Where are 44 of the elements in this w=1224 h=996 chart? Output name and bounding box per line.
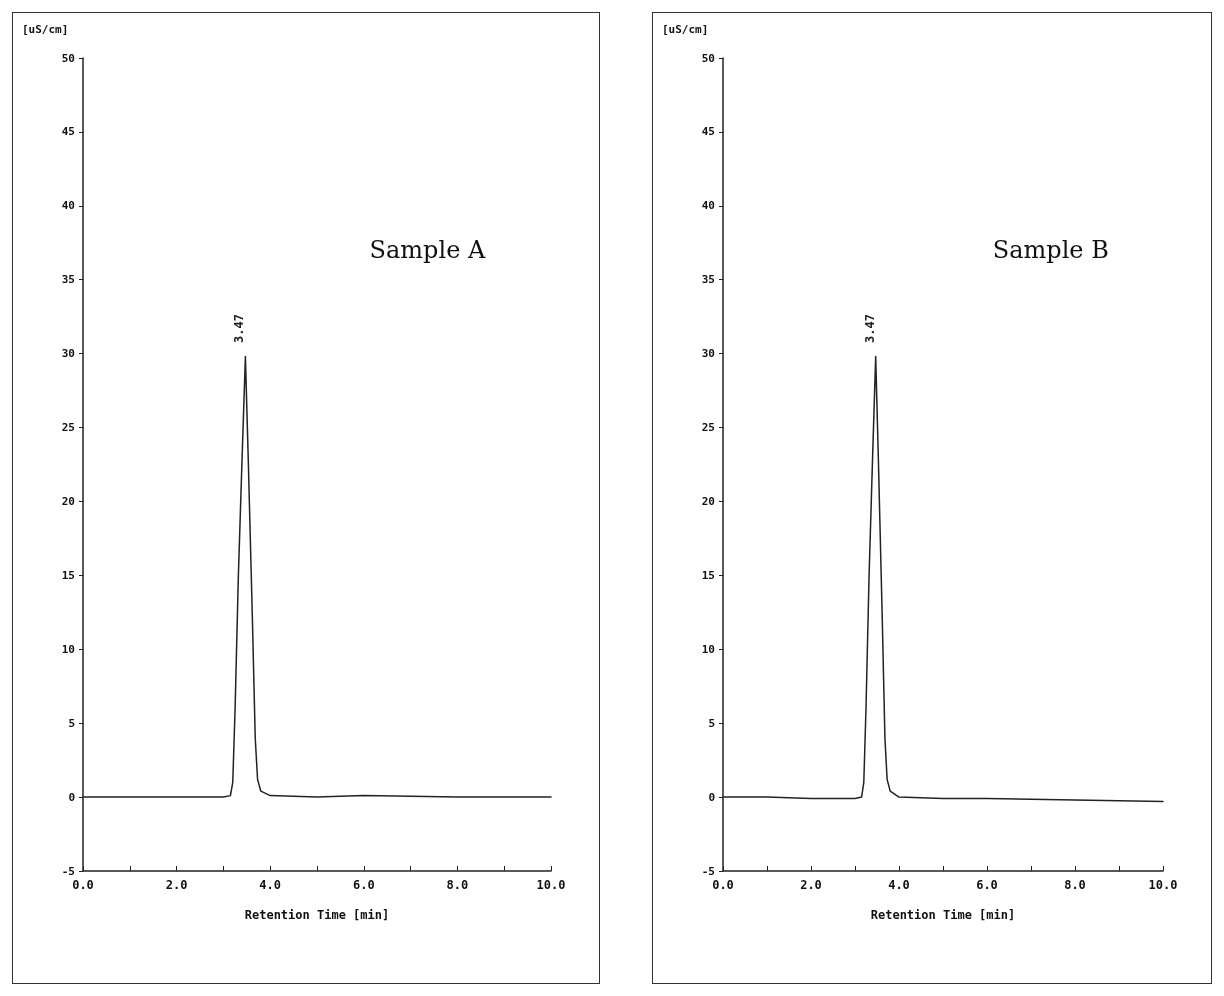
y-tick-label: 50: [61, 51, 75, 65]
y-tick-label: -5: [61, 864, 75, 878]
y-tick-label: 20: [61, 494, 75, 508]
x-tick-label: 4.0: [259, 878, 282, 892]
y-tick-label: 0: [708, 790, 715, 804]
x-tick-label: 0.0: [72, 878, 94, 892]
y-tick-label: 40: [701, 199, 715, 213]
x-tick-label: 4.0: [888, 878, 910, 892]
annotation: 3.47: [862, 314, 877, 344]
y-tick-label: 10: [61, 642, 75, 656]
y-tick-label: 15: [61, 568, 75, 582]
y-tick-label: 35: [701, 273, 715, 287]
y-axis-title: [uS/cm]: [22, 23, 69, 36]
y-tick-label: 30: [701, 347, 715, 361]
x-tick-label: 8.0: [1064, 878, 1086, 892]
y-tick-label: 50: [701, 51, 715, 65]
y-tick-label: 45: [61, 125, 75, 139]
x-tick-label: 2.0: [165, 878, 188, 892]
x-tick-label: 6.0: [352, 878, 375, 892]
x-axis-title: Retention Time [min]: [244, 908, 390, 922]
y-tick-label: 25: [701, 421, 715, 435]
y-tick-label: 15: [701, 568, 715, 582]
text: Sample A: [369, 236, 486, 264]
annotation: 3.47: [232, 314, 247, 344]
y-axis-title: [uS/cm]: [662, 23, 709, 36]
y-tick-label: 45: [701, 125, 715, 139]
text: Sample B: [992, 236, 1109, 264]
y-tick-label: 35: [61, 273, 75, 287]
y-tick-label: 40: [61, 199, 75, 213]
y-tick-label: 30: [61, 347, 75, 361]
x-tick-label: 0.0: [712, 878, 734, 892]
y-tick-label: 20: [701, 494, 715, 508]
x-axis-title: Retention Time [min]: [870, 908, 1016, 922]
x-tick-label: 2.0: [800, 878, 822, 892]
y-tick-label: 10: [701, 642, 715, 656]
x-tick-label: 10.0: [536, 878, 566, 892]
y-tick-label: -5: [701, 864, 715, 878]
x-tick-label: 6.0: [976, 878, 998, 892]
x-tick-label: 10.0: [1148, 878, 1178, 892]
y-tick-label: 5: [68, 716, 75, 730]
y-tick-label: 25: [61, 421, 75, 435]
x-tick-label: 8.0: [446, 878, 469, 892]
y-tick-label: 0: [68, 790, 75, 804]
y-tick-label: 5: [708, 716, 715, 730]
